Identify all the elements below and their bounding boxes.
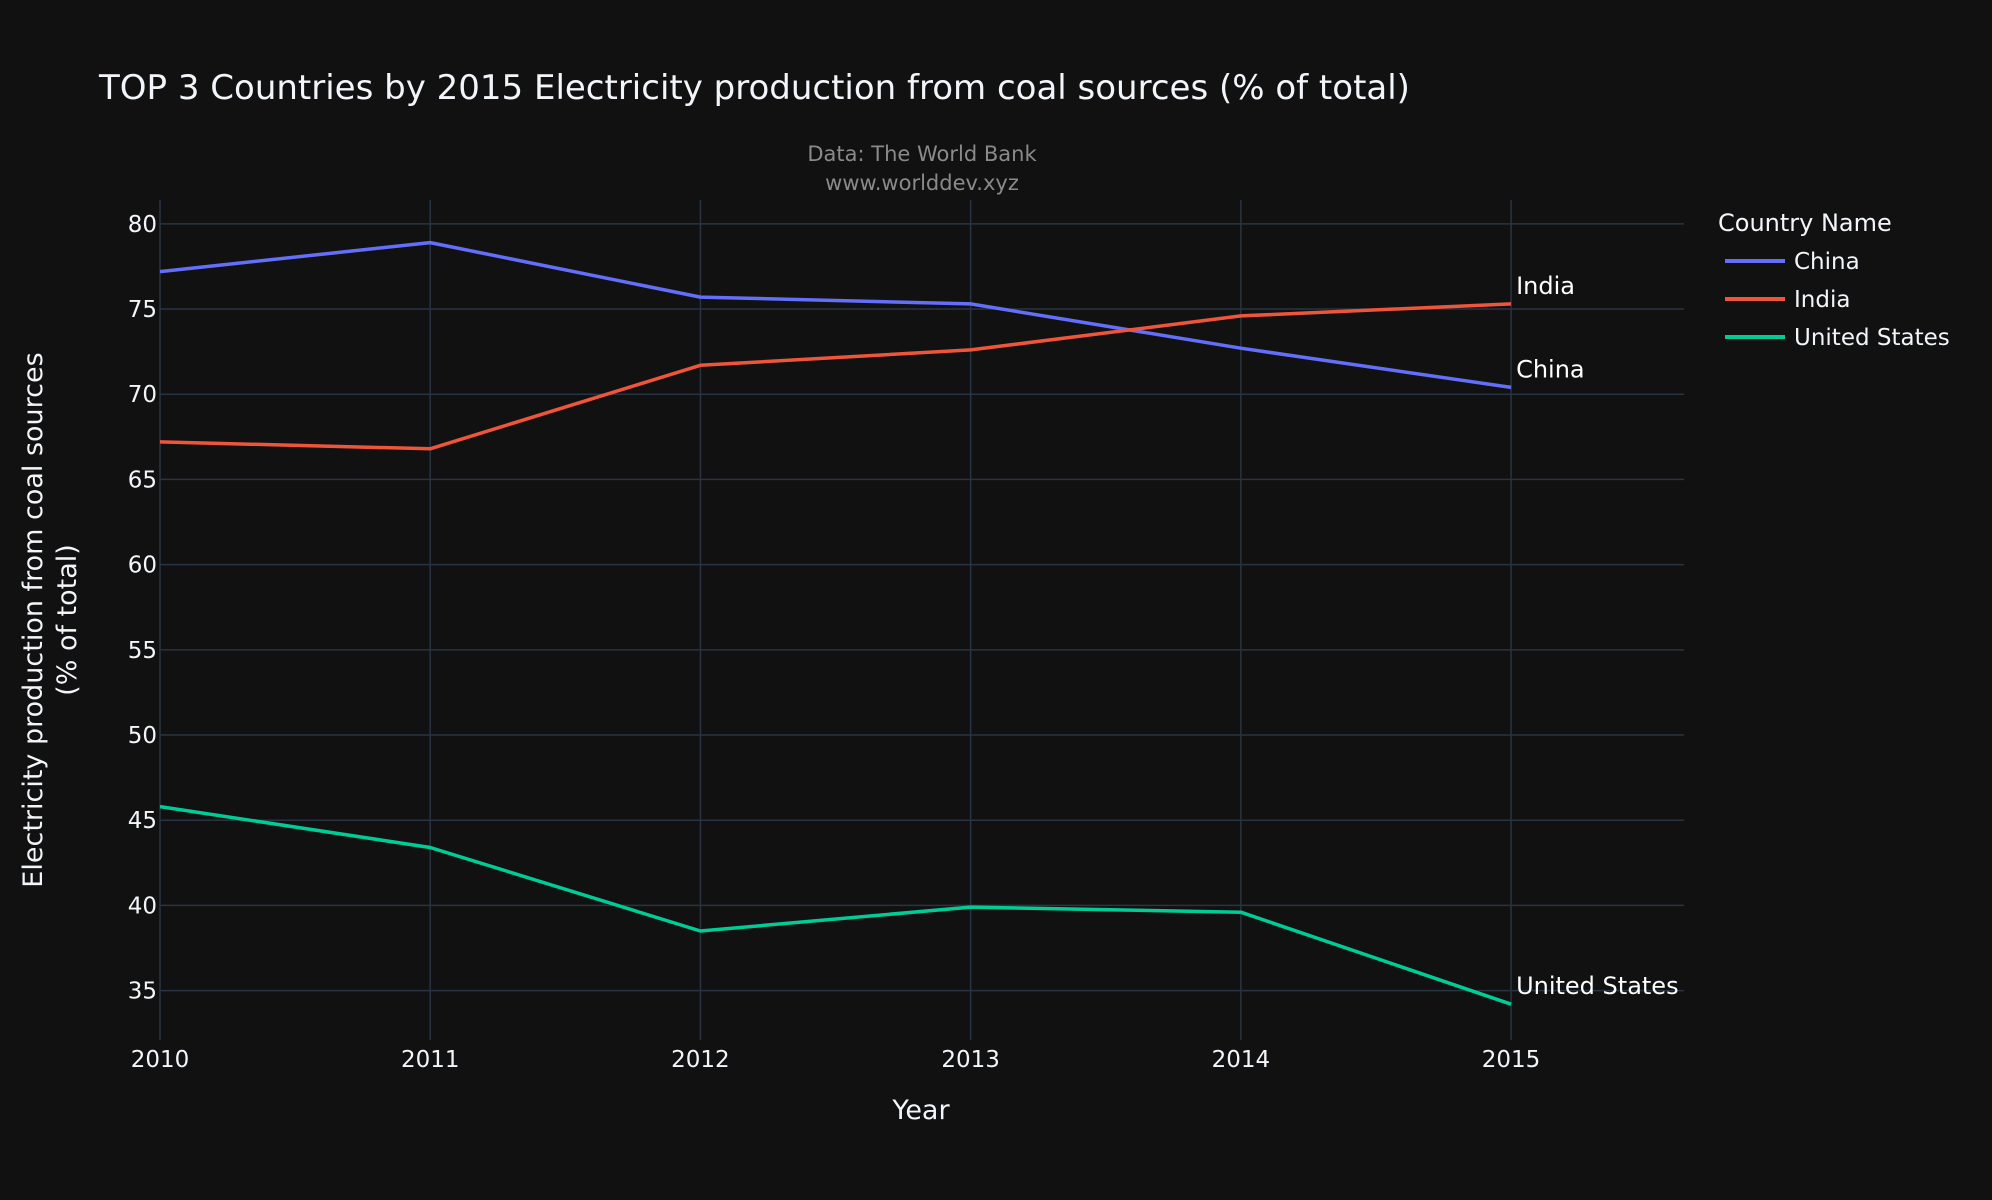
legend-title: Country Name — [1718, 209, 1892, 237]
x-tick-label: 2010 — [131, 1047, 190, 1073]
x-axis-ticks: 2010 2011 2012 2013 2014 2015 — [131, 1047, 1541, 1073]
x-tick-label: 2013 — [941, 1047, 1000, 1073]
y-axis-label-line1: Electricity production from coal sources — [18, 352, 49, 887]
chart-subtitle-source: Data: The World Bank — [807, 142, 1037, 166]
y-tick-label: 65 — [128, 467, 157, 493]
grid — [159, 200, 1684, 1040]
x-axis-label: Year — [891, 1095, 950, 1126]
legend-label-china[interactable]: China — [1794, 249, 1860, 275]
y-tick-label: 50 — [128, 723, 157, 749]
legend-label-india[interactable]: India — [1794, 287, 1850, 313]
y-axis-ticks: 35 40 45 50 55 60 65 70 75 80 — [128, 212, 157, 1005]
y-tick-label: 40 — [128, 893, 157, 919]
y-tick-label: 55 — [128, 638, 157, 664]
chart-subtitle-url: www.worlddev.xyz — [825, 171, 1019, 195]
line-end-label-india: India — [1516, 272, 1575, 300]
x-tick-label: 2014 — [1212, 1047, 1271, 1073]
y-axis-label-line2: (% of total) — [52, 544, 83, 696]
series-line-china — [159, 240, 1512, 390]
y-tick-label: 35 — [128, 979, 157, 1005]
y-tick-label: 75 — [128, 297, 157, 323]
y-tick-label: 80 — [128, 212, 157, 238]
x-tick-label: 2015 — [1482, 1047, 1541, 1073]
line-end-label-china: China — [1516, 355, 1585, 383]
x-tick-label: 2012 — [671, 1047, 730, 1073]
series-line-india — [159, 302, 1512, 451]
y-tick-label: 45 — [128, 808, 157, 834]
legend-label-united-states[interactable]: United States — [1794, 325, 1950, 351]
legend: Country Name China India United States — [1718, 209, 1950, 351]
chart-title: TOP 3 Countries by 2015 Electricity prod… — [98, 68, 1410, 108]
series-lines — [159, 240, 1512, 1006]
line-end-label-united-states: United States — [1516, 972, 1679, 1000]
x-tick-label: 2011 — [401, 1047, 460, 1073]
line-end-labels: China India United States — [1516, 272, 1679, 1000]
series-line-united-states — [159, 804, 1512, 1006]
y-tick-label: 60 — [128, 553, 157, 579]
y-tick-label: 70 — [128, 382, 157, 408]
